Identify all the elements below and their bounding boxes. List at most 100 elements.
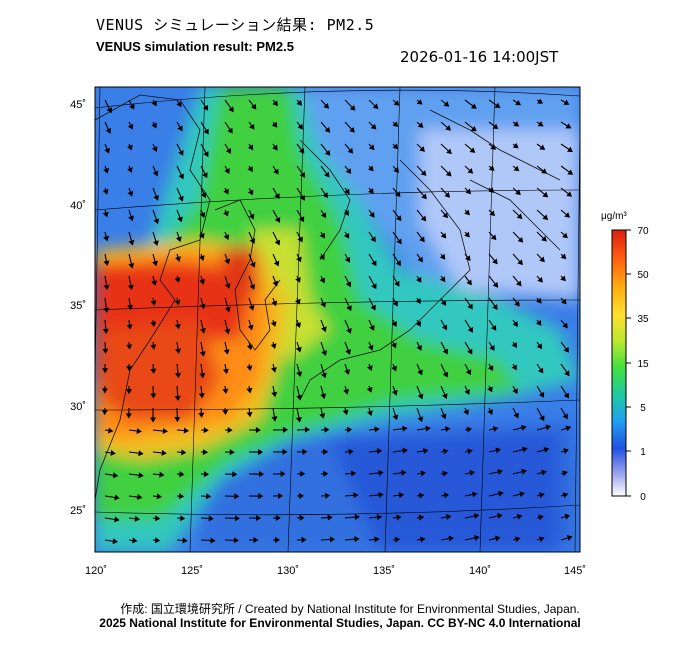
wind-arrow-head <box>153 218 160 225</box>
wind-arrow-head <box>342 409 349 416</box>
wind-arrow-head <box>202 104 209 111</box>
wind-arrow-head <box>199 279 206 285</box>
wind-arrow-head <box>273 260 280 267</box>
wind-arrow-head <box>203 427 209 434</box>
wind-arrow-head <box>521 446 528 453</box>
wind-arrow-head <box>178 173 184 180</box>
wind-arrow-head <box>464 209 470 216</box>
wind-arrow-head <box>514 300 520 307</box>
wind-arrow-head <box>369 325 375 331</box>
wind-arrow-head <box>467 168 474 174</box>
lon-tick: 145˚ <box>564 565 586 577</box>
wind-arrow-head <box>521 468 527 475</box>
lon-tick: 140˚ <box>469 565 491 577</box>
wind-arrow-head <box>441 324 448 331</box>
wind-arrow-head <box>320 301 326 308</box>
wind-arrow-head <box>538 536 545 543</box>
wind-arrow-head <box>180 515 186 522</box>
wind-arrow-head <box>280 470 286 477</box>
wind-arrow-head <box>538 514 544 521</box>
wind-arrow-head <box>488 165 495 171</box>
wind-arrow-head <box>112 472 119 479</box>
wind-arrow-head <box>490 234 497 241</box>
wind-arrow-head <box>222 388 229 395</box>
wind-arrow-head <box>234 515 241 522</box>
wind-arrow-head <box>391 389 398 396</box>
wind-arrow-head <box>353 492 359 499</box>
wind-arrow-head <box>274 217 281 223</box>
wind-arrow-head <box>294 298 301 305</box>
wind-arrow-head <box>469 147 476 153</box>
wind-arrow-head <box>247 189 254 196</box>
wind-arrow-head <box>295 276 301 283</box>
wind-arrow-head <box>175 256 181 262</box>
wind-arrow-head <box>319 277 326 284</box>
wind-arrow-head <box>101 409 108 416</box>
wind-arrow-head <box>323 470 329 477</box>
wind-arrow-head <box>151 122 157 129</box>
wind-arrow-head <box>298 492 305 499</box>
wind-arrow-head <box>420 536 426 543</box>
wind-arrow-head <box>273 168 279 175</box>
wind-arrow-head <box>376 448 383 455</box>
wind-arrow-head <box>349 127 355 133</box>
wind-arrow-head <box>203 128 209 135</box>
wind-arrow-head <box>378 469 384 476</box>
wind-arrow-head <box>442 470 448 477</box>
map-frame <box>94 86 581 553</box>
wind-arrow-head <box>106 107 113 114</box>
wind-arrow-head <box>367 365 373 372</box>
wind-arrow-head <box>227 127 233 134</box>
wind-arrow-head <box>322 448 329 455</box>
wind-arrow-head <box>302 448 308 455</box>
wind-arrow-head <box>347 147 354 154</box>
wind-arrow-head <box>102 368 109 374</box>
wind-arrow-head <box>490 324 497 331</box>
wind-arrow-head <box>151 100 157 107</box>
wind-arrow-head <box>199 212 206 218</box>
wind-arrow-head <box>444 426 451 433</box>
wind-arrow-head <box>246 344 253 351</box>
wind-arrow-head <box>392 121 399 128</box>
wind-arrow-head <box>420 170 427 176</box>
wind-arrow-head <box>392 300 398 307</box>
wind-arrow-head <box>541 469 547 476</box>
colorbar-label: 35 <box>637 314 649 325</box>
wind-arrow-head <box>464 389 470 396</box>
wind-arrow-head <box>151 280 158 286</box>
wind-arrow-head <box>343 232 350 239</box>
wind-arrow-head <box>224 328 231 335</box>
wind-arrow-head <box>272 280 279 287</box>
wind-arrow-head <box>563 392 569 399</box>
wind-arrow-head <box>516 213 523 220</box>
colorbar-label: 5 <box>640 403 646 414</box>
wind-arrow-head <box>443 492 450 499</box>
wind-arrow-head <box>512 388 518 395</box>
wind-arrow-head <box>535 319 542 326</box>
wind-arrow-head <box>110 449 116 456</box>
wind-arrow-head <box>227 427 233 434</box>
wind-arrow-head <box>324 426 330 433</box>
wind-arrow-head <box>536 297 542 304</box>
wind-arrow-head <box>402 447 408 454</box>
wind-arrow-head <box>128 263 135 269</box>
wind-arrow-head <box>126 324 133 330</box>
wind-arrow-head <box>320 212 327 219</box>
wind-arrow-head <box>541 168 548 174</box>
wind-arrow-head <box>223 210 229 217</box>
wind-arrow-head <box>127 190 134 197</box>
wind-arrow-head <box>489 345 495 351</box>
wind-arrow-head <box>516 280 522 287</box>
wind-arrow-head <box>442 371 449 378</box>
wind-arrow-head <box>183 427 189 434</box>
wind-arrow-head <box>174 299 181 306</box>
wind-arrow-head <box>369 211 375 218</box>
wind-arrow-head <box>102 211 109 218</box>
wind-arrow-head <box>489 210 496 217</box>
wind-arrow-head <box>349 105 356 111</box>
wind-arrow-head <box>127 284 134 291</box>
wind-arrow-head <box>537 98 544 104</box>
wind-arrow-head <box>371 260 377 267</box>
wind-arrow-head <box>137 494 143 501</box>
wind-arrow-head <box>103 260 110 267</box>
